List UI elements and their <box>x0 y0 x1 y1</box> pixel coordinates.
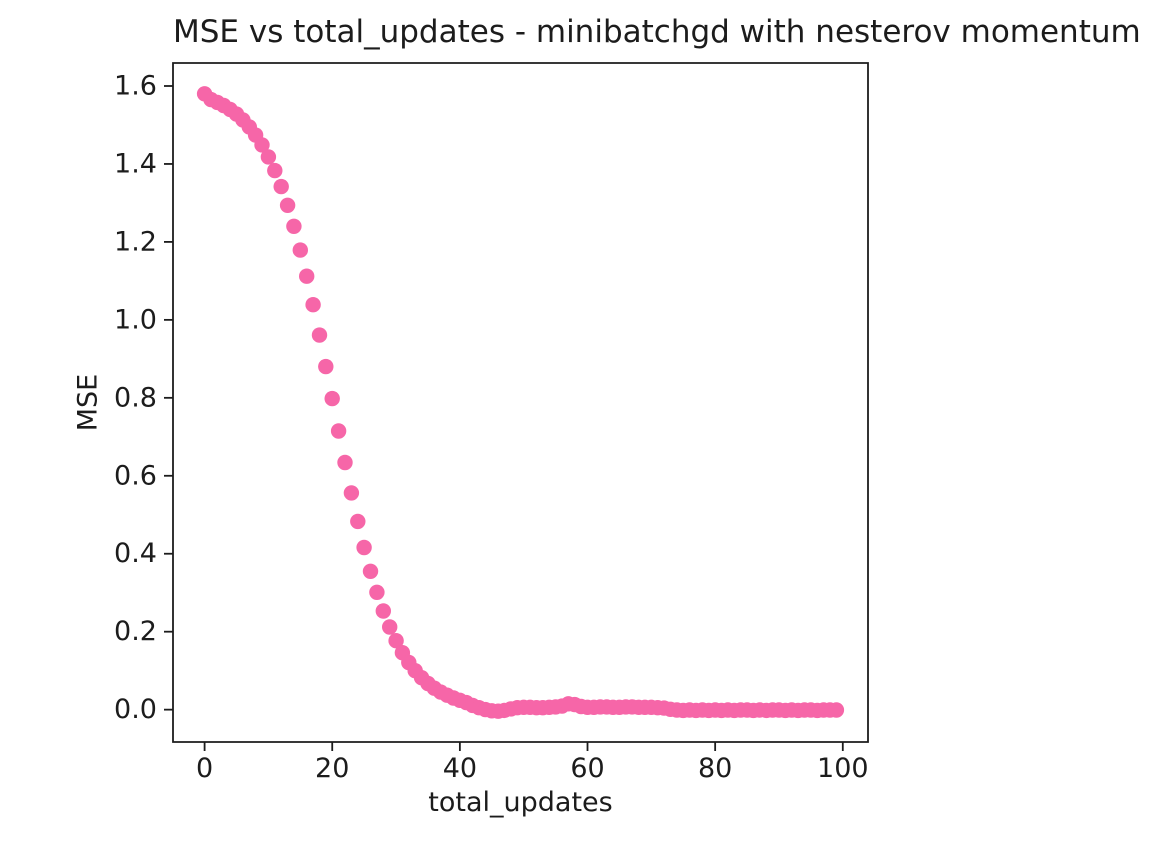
data-point <box>286 218 302 234</box>
x-axis-label: total_updates <box>428 787 612 818</box>
y-tick-label: 0.0 <box>114 694 157 725</box>
y-tick-label: 1.4 <box>114 148 157 179</box>
y-tick-label: 1.6 <box>114 70 157 101</box>
data-point <box>362 563 379 579</box>
data-point <box>311 327 328 343</box>
y-tick-label: 0.2 <box>114 616 157 647</box>
data-point <box>318 358 334 375</box>
data-point <box>279 197 296 213</box>
data-point <box>305 297 321 313</box>
y-tick-label: 0.8 <box>114 382 157 413</box>
y-tick-label: 1.2 <box>114 226 157 257</box>
data-point <box>337 454 353 471</box>
data-point <box>388 633 404 649</box>
data-point <box>254 137 270 153</box>
x-tick-label: 60 <box>570 753 604 784</box>
data-point <box>350 513 366 530</box>
y-tick-label: 0.4 <box>114 538 157 569</box>
y-axis-label: MSE <box>73 374 104 432</box>
y-tick-label: 0.6 <box>114 460 157 491</box>
data-point <box>260 149 277 165</box>
data-point <box>828 702 845 718</box>
data-point <box>375 603 391 619</box>
data-point <box>369 584 385 600</box>
x-tick-label: 40 <box>443 753 477 784</box>
data-point <box>324 390 340 407</box>
data-point <box>330 423 347 439</box>
x-tick-label: 100 <box>817 753 869 784</box>
y-tick-label: 1.0 <box>114 304 157 335</box>
x-tick-label: 80 <box>698 753 732 784</box>
data-point <box>382 619 398 635</box>
data-point <box>273 178 289 195</box>
data-point <box>299 268 315 284</box>
data-point <box>356 539 372 556</box>
data-point <box>343 485 360 501</box>
data-point <box>292 242 308 258</box>
chart-title: MSE vs total_updates - minibatchgd with … <box>173 14 1141 50</box>
x-tick-label: 20 <box>315 753 349 784</box>
data-point <box>267 162 283 179</box>
axes-spines <box>172 62 869 743</box>
x-tick-label: 0 <box>196 753 213 784</box>
